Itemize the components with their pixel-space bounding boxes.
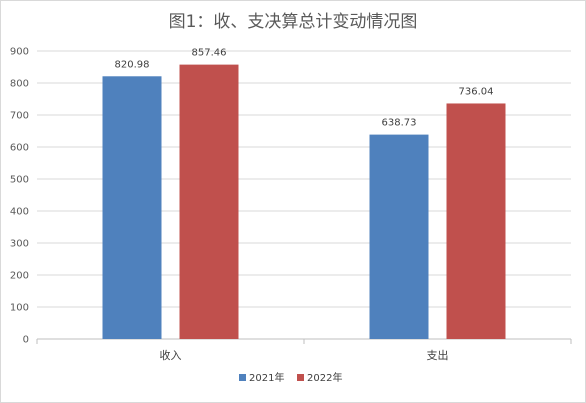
legend-label: 2022年 — [307, 371, 342, 384]
legend-swatch — [297, 374, 304, 381]
y-tick-label: 100 — [10, 303, 29, 314]
y-tick-label: 300 — [10, 239, 29, 250]
data-labels: 820.98 857.46 638.73 736.04 — [115, 48, 494, 129]
legend-swatch — [239, 374, 246, 381]
y-tick-label: 400 — [10, 207, 29, 218]
chart-title: 图1：收、支决算总计变动情况图 — [169, 12, 418, 32]
data-label: 638.73 — [382, 118, 417, 129]
bar — [446, 103, 506, 340]
legend: 2021年 2022年 — [239, 371, 342, 384]
y-tick-label: 900 — [10, 47, 29, 58]
data-label: 820.98 — [115, 59, 150, 70]
x-category-label: 支出 — [427, 348, 449, 362]
y-tick-label: 0 — [23, 335, 29, 346]
y-tick-label: 200 — [10, 271, 29, 282]
y-tick-label: 500 — [10, 175, 29, 186]
bar — [369, 134, 429, 339]
x-category-label: 收入 — [160, 348, 182, 362]
y-tick-label: 600 — [10, 143, 29, 154]
y-tick-label: 700 — [10, 111, 29, 122]
data-label: 736.04 — [459, 86, 494, 97]
legend-label: 2021年 — [249, 371, 284, 384]
y-tick-label: 800 — [10, 79, 29, 90]
data-label: 857.46 — [192, 48, 227, 59]
bars — [102, 64, 506, 340]
bar — [102, 76, 162, 339]
bar — [179, 64, 239, 340]
